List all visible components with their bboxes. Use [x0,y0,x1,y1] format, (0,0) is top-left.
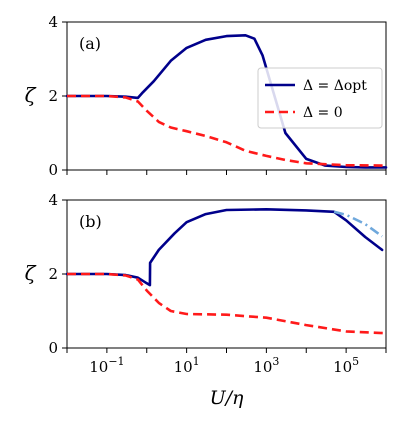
panel-b: 0 2 4 ζ (b) 10−1 101 103 105 U/η [25,191,387,409]
panel-label: (a) [79,34,101,53]
legend-label: Δ = 0 [303,105,343,121]
legend: Δ = Δopt Δ = 0 [257,67,383,129]
y-tick-label: 4 [48,191,58,209]
series-line-2 [67,94,387,167]
x-tick-label: 101 [174,355,200,376]
y-tick-label: 0 [48,161,58,179]
series-line-3 [67,272,387,335]
y-tick-label: 4 [48,13,58,31]
y-axis-label: ζ [25,261,37,285]
y-axis-label: ζ [25,83,37,107]
y-tick-label: 0 [48,339,58,357]
y-tick-label: 2 [48,87,58,105]
x-axis-label: U/η [210,387,244,409]
x-tick-label: 105 [333,355,359,376]
x-tick-label: 10−1 [89,355,124,376]
y-tick-label: 2 [48,265,58,283]
legend-label: Δ = Δopt [303,78,367,94]
panel-label: (b) [79,212,102,231]
panel-a: 0 2 4 ζ (a) Δ = Δopt Δ = 0 [25,13,388,179]
x-tick-label: 103 [253,355,279,376]
legend-box [257,67,383,129]
series-line-2 [333,210,383,238]
